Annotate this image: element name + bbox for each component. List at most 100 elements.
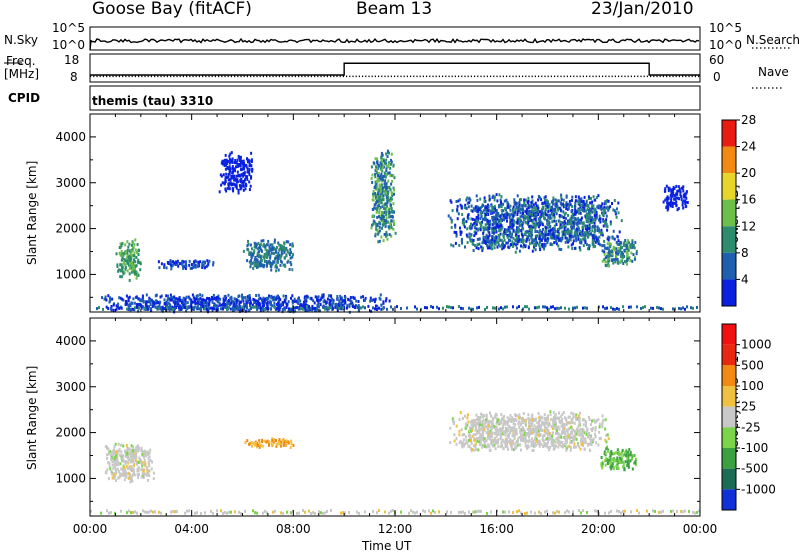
power-cell bbox=[297, 301, 299, 304]
power-cell bbox=[511, 236, 513, 239]
power-cell bbox=[284, 256, 286, 259]
power-cell bbox=[565, 241, 567, 244]
power-cell bbox=[185, 302, 187, 305]
power-cell bbox=[587, 231, 589, 234]
power-cell bbox=[229, 187, 231, 190]
velocity-cell bbox=[120, 450, 122, 453]
power-cell bbox=[518, 218, 520, 221]
power-cell bbox=[547, 210, 549, 213]
power-cell bbox=[579, 219, 581, 222]
power-cell bbox=[491, 205, 493, 208]
power-cell bbox=[466, 234, 468, 237]
power-cell bbox=[680, 307, 682, 310]
power-cell bbox=[242, 306, 244, 309]
velocity-cell bbox=[143, 456, 145, 459]
power-cell bbox=[589, 212, 591, 215]
power-cell bbox=[246, 244, 248, 247]
velocity-cell bbox=[581, 443, 583, 446]
power-cell bbox=[509, 239, 511, 242]
power-cell bbox=[548, 308, 550, 311]
power-cell bbox=[258, 255, 260, 258]
power-cell bbox=[311, 297, 313, 300]
power-cell bbox=[529, 213, 531, 216]
velocity-cell bbox=[115, 471, 117, 474]
velocity-cell bbox=[268, 444, 270, 447]
velocity-cell bbox=[127, 448, 129, 451]
power-cell bbox=[380, 217, 382, 220]
power-cell bbox=[542, 228, 544, 231]
velocity-cell bbox=[147, 479, 149, 482]
power-cell bbox=[286, 254, 288, 257]
power-cell bbox=[522, 227, 524, 230]
power-cell bbox=[387, 192, 389, 195]
power-cell bbox=[312, 307, 314, 310]
power-cell bbox=[242, 182, 244, 185]
power-cell bbox=[188, 306, 190, 309]
power-cell bbox=[376, 211, 378, 214]
power-cell bbox=[389, 211, 391, 214]
power-cell bbox=[158, 307, 160, 310]
velocity-cell bbox=[128, 477, 130, 480]
power-cell bbox=[198, 307, 200, 310]
power-cell bbox=[571, 210, 573, 213]
power-cell bbox=[616, 307, 618, 310]
power-cell bbox=[134, 306, 136, 309]
velocity-cell bbox=[244, 441, 246, 444]
power-cell bbox=[606, 307, 608, 310]
power-cell bbox=[243, 168, 245, 171]
power-cell bbox=[564, 231, 566, 234]
power-cell bbox=[262, 239, 264, 242]
power-cell bbox=[327, 298, 329, 301]
power-cell bbox=[238, 174, 240, 177]
power-cell bbox=[495, 215, 497, 218]
power-cell bbox=[137, 259, 139, 262]
power-cell bbox=[424, 306, 426, 309]
power-cell bbox=[686, 305, 688, 308]
power-cell bbox=[602, 220, 604, 223]
power-cell bbox=[490, 212, 492, 215]
power-cell bbox=[564, 307, 566, 310]
power-cell bbox=[362, 305, 364, 308]
velocity-cell bbox=[107, 461, 109, 464]
power-cell bbox=[391, 180, 393, 183]
velocity-cell bbox=[260, 444, 262, 447]
power-cell bbox=[242, 300, 244, 303]
power-cell bbox=[603, 225, 605, 228]
power-cell bbox=[475, 206, 477, 209]
power-cell bbox=[336, 295, 338, 298]
power-cell bbox=[266, 256, 268, 259]
power-cell bbox=[557, 230, 559, 233]
power-cell bbox=[476, 199, 478, 202]
power-cell bbox=[377, 192, 379, 195]
power-ytick-label: 2000 bbox=[55, 222, 86, 236]
power-cell bbox=[263, 299, 265, 302]
power-cell bbox=[594, 222, 596, 225]
power-cell bbox=[203, 264, 205, 267]
velocity-cell bbox=[449, 427, 451, 430]
power-cell bbox=[513, 229, 515, 232]
power-cell bbox=[200, 309, 202, 312]
power-cell bbox=[149, 299, 151, 302]
power-cell bbox=[388, 216, 390, 219]
power-cell bbox=[470, 240, 472, 243]
power-cell bbox=[512, 245, 514, 248]
power-cell bbox=[612, 308, 614, 311]
power-cell bbox=[374, 203, 376, 206]
power-cell bbox=[602, 213, 604, 216]
power-cell bbox=[250, 244, 252, 247]
power-cell bbox=[571, 205, 573, 208]
power-cell bbox=[158, 266, 160, 269]
power-cell bbox=[537, 207, 539, 210]
power-cell bbox=[682, 201, 684, 204]
power-cell bbox=[578, 209, 580, 212]
power-cell bbox=[172, 260, 174, 263]
velocity-cell bbox=[572, 421, 574, 424]
power-cell bbox=[456, 200, 458, 203]
power-cell bbox=[511, 233, 513, 236]
power-cell bbox=[519, 250, 521, 253]
velocity-cell bbox=[465, 427, 467, 430]
velocity-cell bbox=[486, 416, 488, 419]
power-cell bbox=[541, 245, 543, 248]
power-cell bbox=[533, 224, 535, 227]
power-cell bbox=[626, 259, 628, 262]
